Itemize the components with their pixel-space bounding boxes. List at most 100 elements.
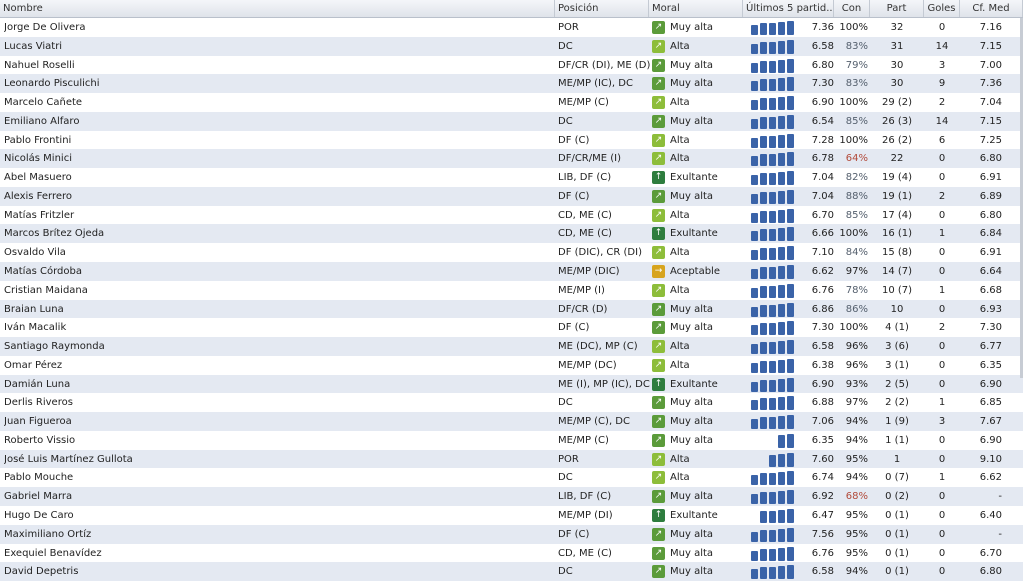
player-name[interactable]: Cristian Maidana [4, 284, 88, 296]
table-row[interactable]: Marcelo Cañete ME/MP (C) ↗ Alta 6.90 100% 29 (… [0, 93, 1023, 113]
form-bars [751, 546, 797, 561]
table-row[interactable]: Alexis Ferrero DF (C) ↗ Muy alta 7.04 88% 19 (… [0, 186, 1023, 206]
player-goals: 0 [938, 528, 946, 540]
table-row[interactable]: Emiliano Alfaro DC ↗ Muy alta 6.54 85% 26 (3) 1… [0, 111, 1023, 131]
table-row[interactable]: Abel Masuero LIB, DF (C) ↑ Exultante 7.04 82%… [0, 168, 1023, 188]
form-bar [787, 321, 794, 336]
player-name[interactable]: José Luis Martínez Gullota [4, 453, 133, 465]
form-bar [769, 173, 776, 186]
column-header-cf-med[interactable]: Cf. Med [960, 0, 1023, 17]
player-name[interactable]: Maximiliano Ortíz [4, 528, 92, 540]
form-bars [751, 39, 797, 54]
form-bar [787, 565, 794, 580]
table-row[interactable]: Omar Pérez ME/MP (DC) ↗ Alta 6.38 96% 3 (1) 0 6.… [0, 355, 1023, 375]
table-row[interactable]: Maximiliano Ortíz DF (C) ↗ Muy alta 7.56 95% 0… [0, 524, 1023, 544]
table-row[interactable]: Braian Luna DF/CR (D) ↗ Muy alta 6.86 86% 10 0 6… [0, 299, 1023, 319]
player-appearances: 19 (1) [881, 190, 913, 202]
player-name[interactable]: Iván Macalik [4, 322, 67, 334]
table-row[interactable]: Nahuel Roselli DF/CR (DI), ME (D) ↗ Muy alt… [0, 55, 1023, 75]
player-position: ME/MP (C), DC [558, 416, 630, 428]
player-name[interactable]: Hugo De Caro [4, 510, 74, 522]
player-name[interactable]: Nicolás Minici [4, 153, 72, 165]
column-header-moral[interactable]: Moral [649, 0, 743, 17]
form-bar [778, 78, 785, 92]
player-morale: Muy alta [670, 78, 714, 90]
player-avg-rating: 7.04 [811, 172, 834, 184]
player-name[interactable]: David Depetris [4, 566, 79, 578]
table-row[interactable]: Leonardo Pisculichi ME/MP (IC), DC ↗ Muy al… [0, 74, 1023, 94]
form-bar [760, 267, 767, 279]
player-cf-med: 6.91 [979, 172, 1002, 184]
player-name[interactable]: Lucas Viatri [4, 40, 63, 52]
table-row[interactable]: Nicolás Minici DF/CR/ME (I) ↗ Alta 6.78 64% 22… [0, 149, 1023, 169]
column-header-posicion[interactable]: Posición [555, 0, 649, 17]
player-name[interactable]: Pablo Frontini [4, 134, 72, 146]
form-bar [760, 79, 767, 92]
player-name[interactable]: Alexis Ferrero [4, 190, 73, 202]
table-row[interactable]: Iván Macalik DF (C) ↗ Muy alta 7.30 100% 4 (1)… [0, 318, 1023, 338]
player-avg-rating: 6.80 [811, 59, 834, 71]
morale-arrow-up-right-icon: ↗ [652, 133, 665, 147]
form-bar [769, 473, 776, 486]
player-avg-rating: 6.90 [811, 378, 834, 390]
table-row[interactable]: Matías Fritzler CD, ME (C) ↗ Alta 6.70 85% 17 … [0, 205, 1023, 225]
player-morale: Alta [670, 247, 690, 259]
table-row[interactable]: Juan Figueroa ME/MP (C), DC ↗ Muy alta 7.06 9… [0, 412, 1023, 432]
form-bar [787, 133, 794, 148]
form-bar [778, 528, 785, 542]
table-row[interactable]: José Luis Martínez Gullota POR ↗ Alta 7.60 95… [0, 449, 1023, 469]
player-name[interactable]: Emiliano Alfaro [4, 115, 80, 127]
table-row[interactable]: Hugo De Caro ME/MP (DI) ↑ Exultante 6.47 95% 0… [0, 506, 1023, 526]
table-row[interactable]: Santiago Raymonda ME (DC), MP (C) ↗ Alta 6.5… [0, 337, 1023, 357]
form-bar [751, 175, 758, 186]
player-appearances: 22 [890, 153, 904, 165]
player-name[interactable]: Exequiel Benavídez [4, 547, 102, 559]
table-row[interactable]: Pablo Frontini DF (C) ↗ Alta 7.28 100% 26 (2) 6… [0, 130, 1023, 150]
column-header-goles[interactable]: Goles [924, 0, 960, 17]
form-bars [751, 565, 797, 580]
form-bars [751, 415, 797, 430]
column-header-ultimos[interactable]: Últimos 5 partid... [743, 0, 834, 17]
player-name[interactable]: Gabriel Marra [4, 491, 73, 503]
table-row[interactable]: Matías Córdoba ME/MP (DIC) → Aceptable 6.62 9… [0, 262, 1023, 281]
player-name[interactable]: Matías Córdoba [4, 266, 82, 277]
player-name[interactable]: Damián Luna [4, 378, 71, 390]
table-header: Nombre Posición Moral Últimos 5 partid..… [0, 0, 1023, 18]
table-row[interactable]: Osvaldo Vila DF (DIC), CR (DI) ↗ Alta 7.10 84… [0, 243, 1023, 263]
player-name[interactable]: Roberto Vissio [4, 434, 76, 446]
player-name[interactable]: Osvaldo Vila [4, 247, 66, 259]
column-header-part[interactable]: Part [870, 0, 924, 17]
table-row[interactable]: Marcos Brítez Ojeda CD, ME (C) ↑ Exultante 6… [0, 224, 1023, 244]
table-row[interactable]: Cristian Maidana ME/MP (I) ↗ Alta 6.76 78% 10 … [0, 280, 1023, 300]
table-row[interactable]: Gabriel Marra LIB, DF (C) ↗ Muy alta 6.92 68%… [0, 487, 1023, 507]
scrollbar[interactable] [1020, 18, 1023, 378]
player-name[interactable]: Matías Fritzler [4, 209, 75, 221]
player-name[interactable]: Marcelo Cañete [4, 97, 83, 109]
player-name[interactable]: Santiago Raymonda [4, 341, 105, 353]
player-name[interactable]: Marcos Brítez Ojeda [4, 228, 105, 240]
player-name[interactable]: Derlis Riveros [4, 397, 73, 409]
player-goals: 0 [938, 247, 946, 259]
player-condition: 93% [845, 378, 868, 390]
player-name[interactable]: Omar Pérez [4, 359, 63, 371]
table-row[interactable]: Derlis Riveros DC ↗ Muy alta 6.88 97% 2 (2) 1 6.… [0, 393, 1023, 413]
table-row[interactable]: Roberto Vissio ME/MP (C) ↗ Muy alta 6.35 94% 1… [0, 430, 1023, 450]
column-header-nombre[interactable]: Nombre [0, 0, 555, 17]
player-name[interactable]: Jorge De Olivera [4, 22, 86, 33]
form-bar [778, 115, 785, 129]
table-row[interactable]: David Depetris DC ↗ Muy alta 6.58 94% 0 (1) 0 6.… [0, 562, 1023, 581]
form-bars [751, 265, 797, 279]
player-name[interactable]: Leonardo Pisculichi [4, 78, 100, 90]
player-name[interactable]: Nahuel Roselli [4, 59, 75, 71]
player-avg-rating: 6.58 [811, 566, 834, 578]
player-name[interactable]: Pablo Mouche [4, 472, 74, 484]
table-row[interactable]: Damián Luna ME (I), MP (IC), DC ↑ Exultante… [0, 374, 1023, 394]
player-name[interactable]: Braian Luna [4, 303, 64, 315]
table-row[interactable]: Lucas Viatri DC ↗ Alta 6.58 83% 31 14 7.15 [0, 36, 1023, 56]
table-row[interactable]: Exequiel Benavídez CD, ME (C) ↗ Muy alta 6.7… [0, 543, 1023, 563]
column-header-con[interactable]: Con [834, 0, 870, 17]
table-row[interactable]: Pablo Mouche DC ↗ Alta 6.74 94% 0 (7) 1 6.62 [0, 468, 1023, 488]
player-name[interactable]: Juan Figueroa [4, 416, 72, 428]
table-row[interactable]: Jorge De Olivera POR ↗ Muy alta 7.36 100% 32 0 7… [0, 18, 1023, 37]
player-name[interactable]: Abel Masuero [4, 172, 72, 184]
